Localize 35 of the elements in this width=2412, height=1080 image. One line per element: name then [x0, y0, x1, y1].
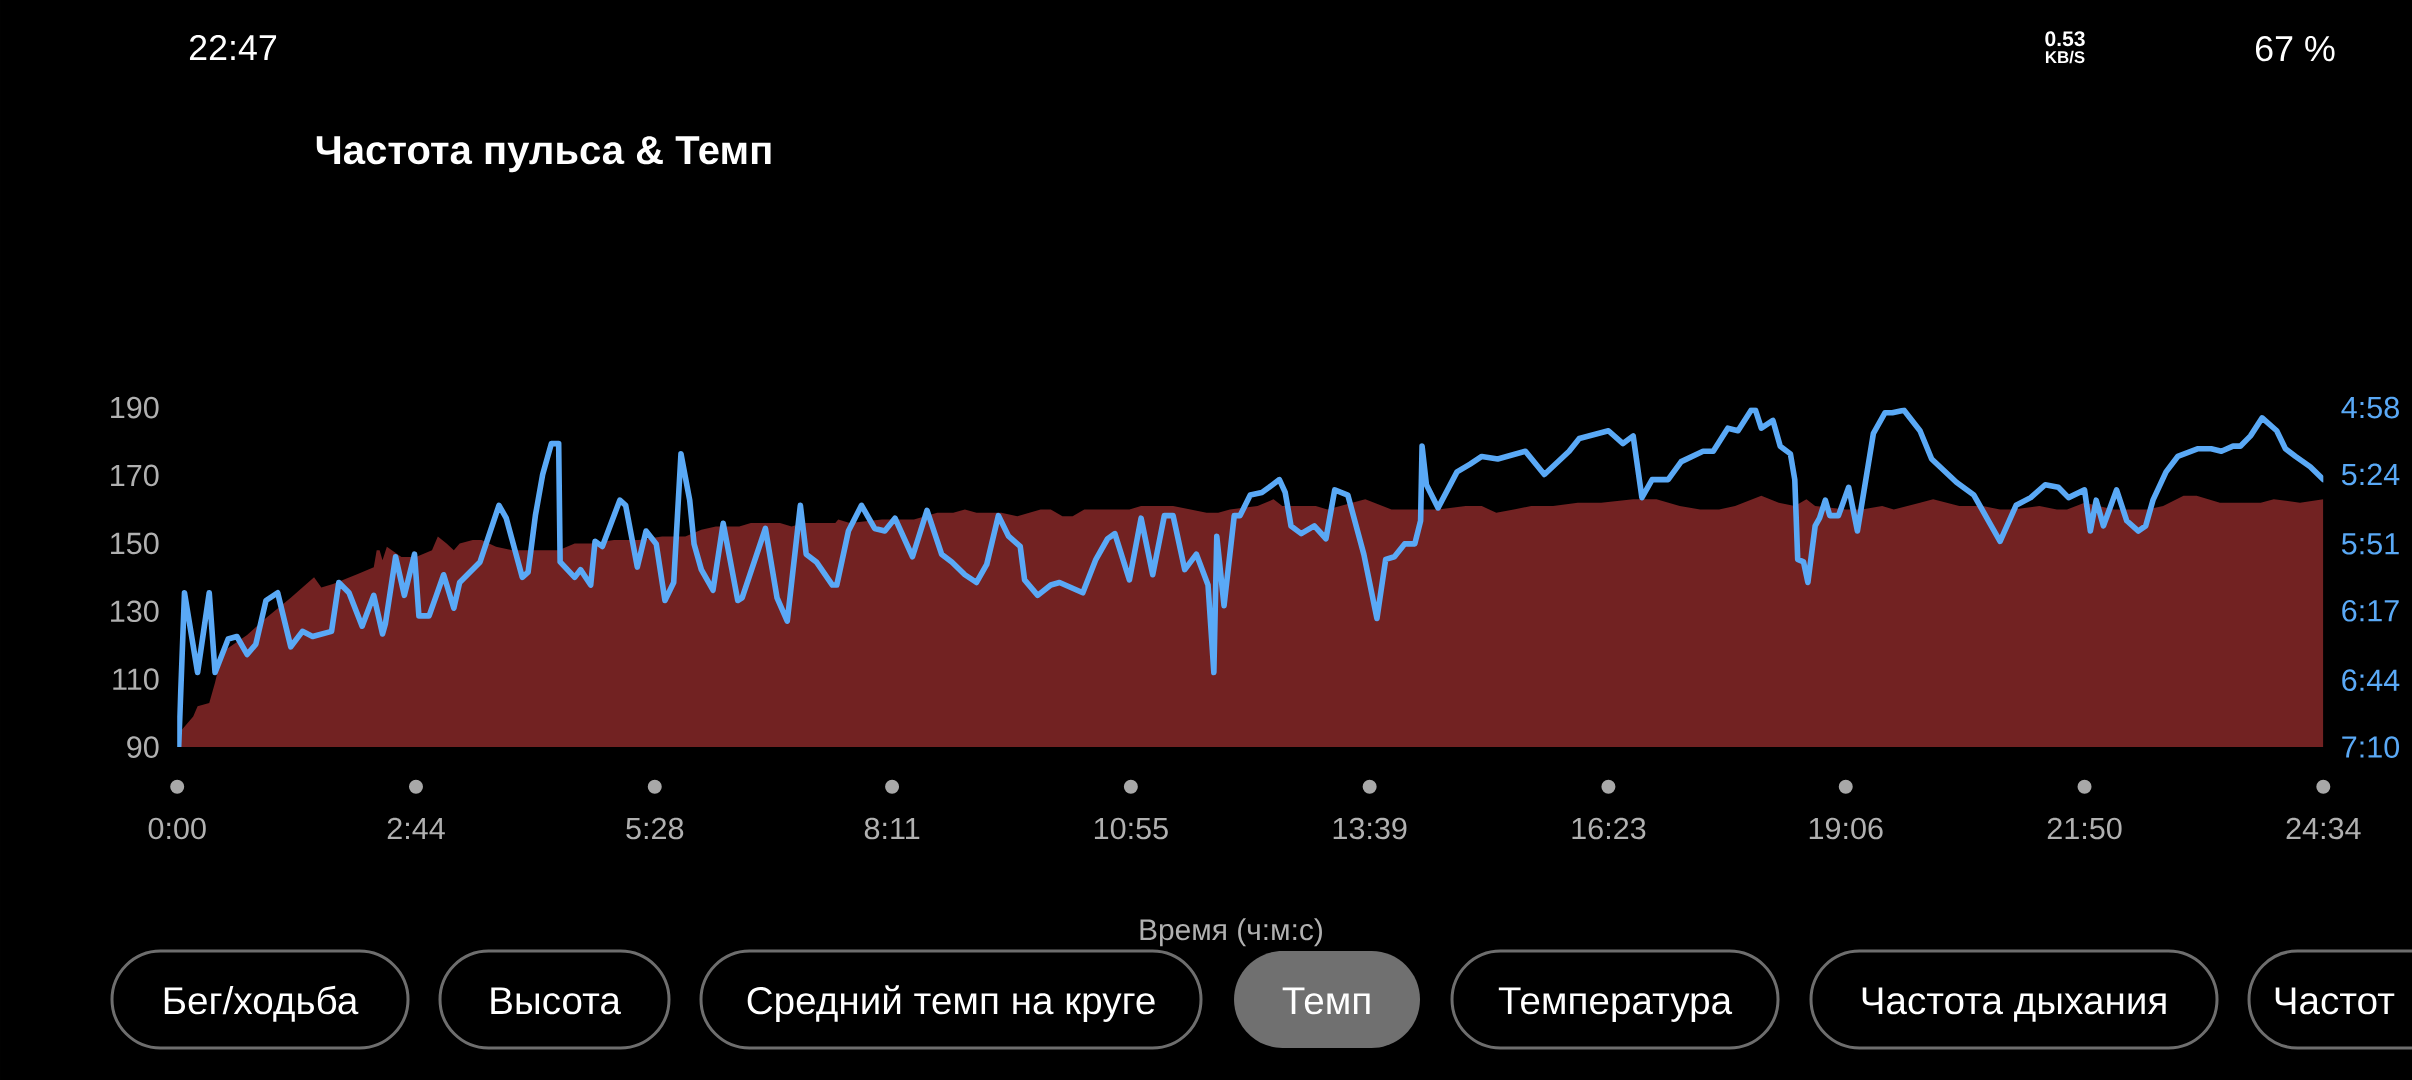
y-tick-label: 110: [113, 668, 159, 690]
chart-title: Частота пульса & Темп: [316, 136, 771, 173]
y-tick-label: 170: [111, 464, 159, 487]
x-tick-label: 10:55: [1094, 817, 1168, 840]
y-tick-label: 130: [111, 600, 159, 623]
x-tick-label: 24:34: [2286, 817, 2361, 840]
y2-tick-label: 5:51: [2341, 533, 2399, 555]
y-tick-label: 190: [111, 396, 159, 419]
text: 0.53: [2045, 31, 2085, 47]
text: Средний темп на круге: [747, 985, 1155, 1022]
y-tick-label: 90: [127, 736, 159, 758]
text: Температура: [1498, 987, 1733, 1022]
x-tick-label: 21:50: [2047, 817, 2122, 840]
text: KB/S: [2045, 50, 2085, 64]
x-tick-label: 13:39: [1333, 817, 1407, 840]
y2-tick-label: 5:24: [2341, 463, 2400, 486]
text: 67 %: [2255, 35, 2335, 62]
y-tick-label: 150: [111, 532, 159, 555]
text: Темп: [1282, 987, 1370, 1015]
y2-tick-label: 6:17: [2342, 599, 2399, 622]
y2-tick-label: 4:58: [2341, 396, 2399, 419]
text: Высота: [491, 987, 621, 1015]
text: Частот: [2275, 987, 2395, 1015]
text: 22:47: [189, 34, 277, 60]
x-axis-title: Время (ч:м:с): [1140, 918, 1322, 947]
x-tick-label: 19:06: [1809, 817, 1883, 840]
text: Бег/ходьба: [164, 985, 359, 1022]
x-tick-label: 16:23: [1572, 817, 1646, 840]
x-tick-label: 2:44: [387, 817, 445, 840]
x-tick-label: 8:11: [864, 817, 920, 840]
text: Частота дыхания: [1862, 987, 2166, 1022]
x-tick-label: 5:28: [626, 817, 684, 840]
x-tick-label: 0:00: [148, 817, 206, 840]
y2-tick-label: 6:44: [2342, 669, 2400, 692]
y2-tick-label: 7:10: [2342, 736, 2400, 758]
